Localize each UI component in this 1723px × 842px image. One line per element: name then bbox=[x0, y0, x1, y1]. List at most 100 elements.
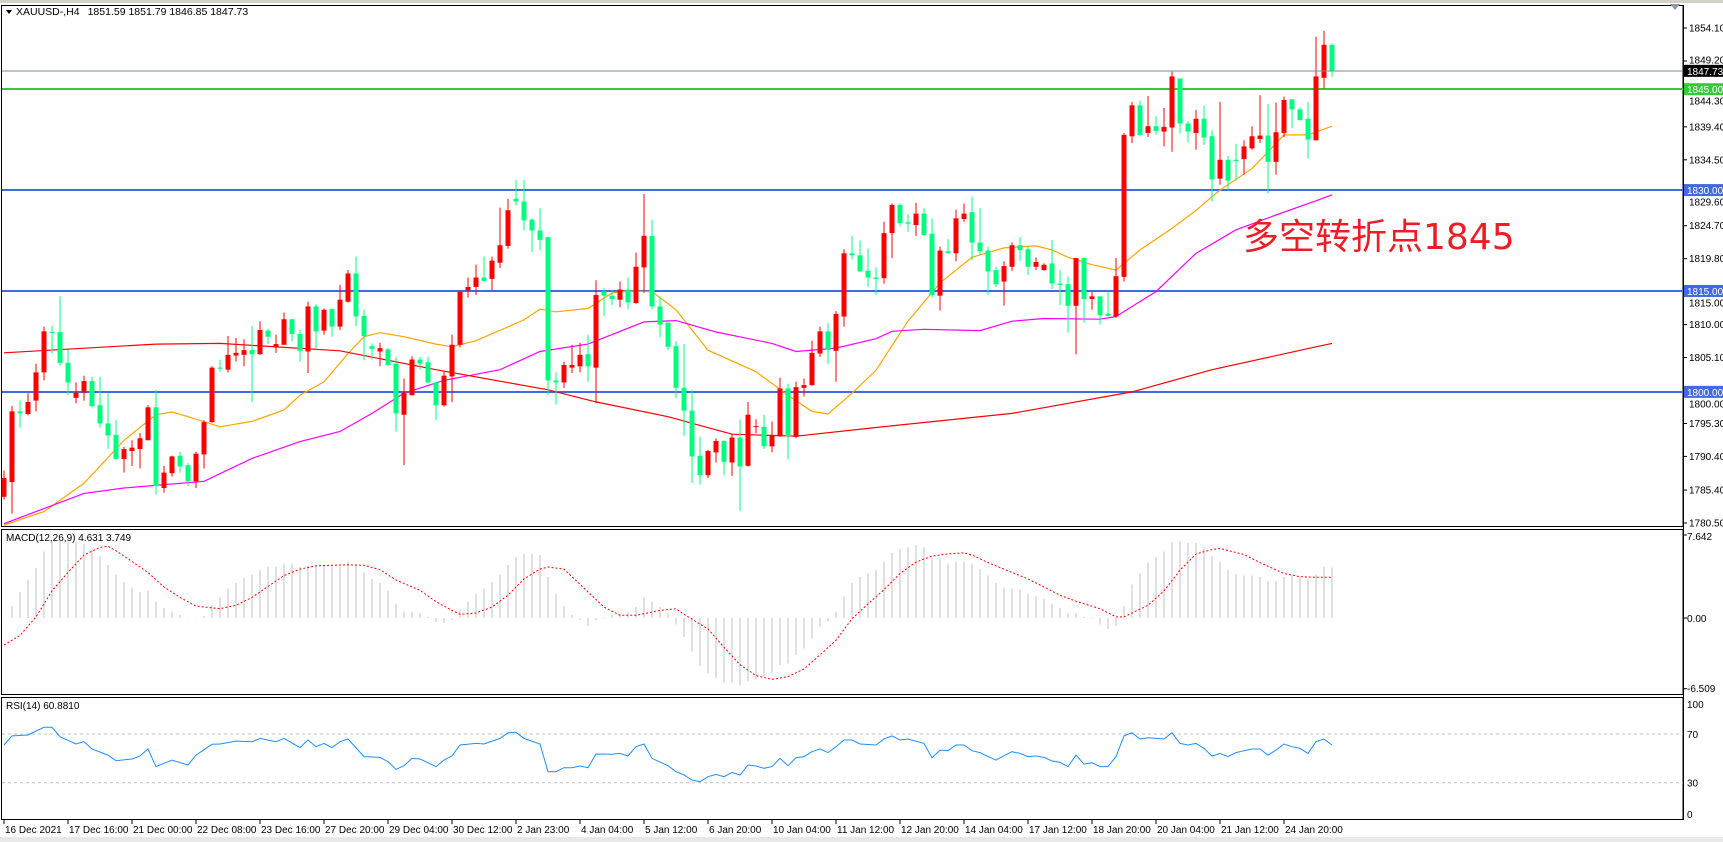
candle-body bbox=[569, 364, 575, 368]
candle-body bbox=[1129, 105, 1135, 137]
candle bbox=[1217, 101, 1223, 185]
candle-body bbox=[649, 235, 655, 307]
candle bbox=[281, 312, 287, 345]
candle-body bbox=[129, 447, 135, 452]
candle-body bbox=[1305, 118, 1311, 140]
candle-body bbox=[625, 289, 631, 303]
candle-body bbox=[545, 237, 551, 381]
candle bbox=[9, 405, 15, 514]
candle bbox=[825, 323, 831, 364]
candle-body bbox=[633, 266, 639, 304]
candle-body bbox=[593, 295, 599, 368]
candle-body bbox=[617, 289, 623, 300]
time-tick-label: 29 Dec 04:00 bbox=[389, 825, 449, 836]
candle bbox=[1081, 257, 1087, 323]
candle bbox=[1241, 140, 1247, 175]
candle-body bbox=[193, 453, 199, 482]
time-tick-label: 30 Dec 12:00 bbox=[453, 825, 513, 836]
candle-body bbox=[697, 455, 703, 476]
candle-body bbox=[1033, 262, 1039, 267]
candle bbox=[1185, 120, 1191, 143]
candle-body bbox=[265, 330, 271, 337]
candle-body bbox=[1265, 135, 1271, 162]
candle-body bbox=[1193, 118, 1199, 133]
candle bbox=[1169, 71, 1175, 152]
candle bbox=[297, 329, 303, 362]
candle-body bbox=[153, 407, 159, 487]
candle bbox=[393, 356, 399, 432]
candle bbox=[497, 207, 503, 269]
candle-body bbox=[1177, 78, 1183, 124]
rsi-tick-label: 30 bbox=[1687, 779, 1699, 790]
candle bbox=[153, 389, 159, 495]
candle bbox=[1121, 132, 1127, 282]
candle-body bbox=[657, 306, 663, 325]
candle bbox=[81, 375, 87, 401]
candle-body bbox=[321, 309, 327, 331]
candle bbox=[1281, 96, 1287, 137]
candle bbox=[201, 420, 207, 469]
candle-body bbox=[1049, 263, 1055, 284]
line-price-tag: 1800.00 bbox=[1687, 388, 1723, 399]
candle-body bbox=[73, 392, 79, 398]
candle bbox=[233, 338, 239, 362]
candle bbox=[1297, 107, 1303, 121]
candle bbox=[177, 451, 183, 473]
time-tick-label: 22 Dec 08:00 bbox=[197, 825, 257, 836]
candle-body bbox=[729, 437, 735, 463]
candle bbox=[129, 440, 135, 466]
candle-body bbox=[305, 306, 311, 352]
candle-body bbox=[81, 381, 87, 393]
candle bbox=[809, 340, 815, 386]
candle-body bbox=[393, 363, 399, 414]
collapse-triangle-icon[interactable] bbox=[6, 10, 12, 14]
candle-body bbox=[225, 354, 231, 370]
candle bbox=[569, 344, 575, 374]
candle-body bbox=[289, 319, 295, 335]
candle bbox=[433, 381, 439, 421]
line-price-tag-bg bbox=[1684, 284, 1723, 297]
time-tick-label: 14 Jan 04:00 bbox=[965, 825, 1023, 836]
candle bbox=[713, 438, 719, 463]
line-price-tag: 1815.00 bbox=[1687, 287, 1723, 298]
time-tick-label: 5 Jan 12:00 bbox=[645, 825, 698, 836]
candle bbox=[345, 270, 351, 303]
candle-body bbox=[817, 331, 823, 354]
candle-body bbox=[113, 434, 119, 460]
candle-body bbox=[537, 230, 543, 240]
price-tick-label: 1790.40 bbox=[1689, 452, 1723, 463]
candle-body bbox=[1281, 99, 1287, 133]
candle bbox=[729, 433, 735, 476]
candle-body bbox=[185, 465, 191, 482]
candle-body bbox=[17, 411, 23, 414]
candle-body bbox=[513, 198, 519, 202]
candle-body bbox=[681, 387, 687, 411]
chart-shift-marker-icon[interactable] bbox=[1670, 4, 1680, 10]
candle-body bbox=[897, 204, 903, 224]
candle bbox=[1129, 101, 1135, 144]
candle bbox=[441, 371, 447, 407]
candle bbox=[1073, 258, 1079, 355]
price-tick-label: 1844.30 bbox=[1689, 97, 1723, 108]
current-price-tag: 1847.73 bbox=[1687, 67, 1723, 78]
candle-body bbox=[993, 270, 999, 285]
candle-body bbox=[417, 359, 423, 364]
candle bbox=[1161, 108, 1167, 147]
candle-body bbox=[481, 277, 487, 281]
candle bbox=[705, 449, 711, 478]
macd-tick-label: 7.642 bbox=[1687, 532, 1712, 543]
time-tick-label: 21 Dec 00:00 bbox=[133, 825, 193, 836]
candle bbox=[1001, 261, 1007, 306]
candle-body bbox=[1321, 44, 1327, 78]
candle-body bbox=[25, 401, 31, 415]
time-tick-label: 17 Dec 16:00 bbox=[69, 825, 129, 836]
candle-body bbox=[561, 364, 567, 383]
candle bbox=[1177, 78, 1183, 134]
candle-body bbox=[1057, 283, 1063, 285]
main-price-pane[interactable] bbox=[1, 5, 1684, 527]
candle bbox=[185, 463, 191, 487]
time-tick-label: 24 Jan 20:00 bbox=[1285, 825, 1343, 836]
candle bbox=[601, 288, 607, 316]
candle bbox=[537, 208, 543, 250]
